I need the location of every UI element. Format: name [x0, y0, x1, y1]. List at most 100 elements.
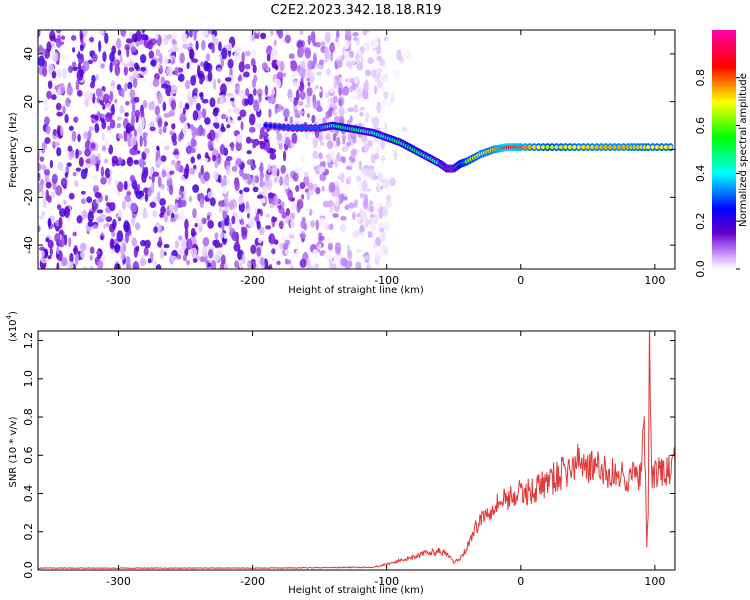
spectrogram-cell: [80, 251, 86, 259]
spectrogram-cell: [233, 107, 241, 115]
spectrogram-cell: [246, 212, 251, 219]
spectrogram-cell: [282, 150, 287, 162]
spectrogram-cell: [231, 231, 239, 242]
spectrogram-cell: [292, 172, 299, 182]
spectrogram-cell: [352, 211, 356, 221]
spectrogram-cell: [396, 49, 402, 61]
spectrogram-cell: [285, 136, 291, 146]
spectrogram-cell: [57, 161, 64, 171]
signal-cell: [668, 145, 673, 150]
spectrogram-cell: [169, 170, 175, 175]
spectrogram-cell: [74, 180, 79, 187]
spectrogram-cell: [319, 217, 326, 228]
spectrogram-cell: [298, 110, 304, 115]
spectrogram-cell: [134, 222, 141, 231]
spectrogram-cell: [182, 43, 190, 50]
spectrogram-cell: [318, 243, 322, 250]
spectrogram-cell: [331, 263, 337, 269]
spectrogram-cell: [117, 216, 122, 222]
spectrogram-cell: [152, 78, 160, 88]
spectrogram-cell: [199, 256, 205, 263]
x-tick-label: -200: [240, 274, 265, 287]
spectrogram-cell: [267, 178, 272, 191]
spectrogram-cell: [258, 226, 265, 236]
spectrogram-cell: [271, 216, 278, 223]
spectrogram-cell: [380, 255, 387, 266]
spectrogram-cell: [87, 220, 93, 227]
spectrogram-cell: [154, 32, 159, 41]
spectrogram-cell: [179, 209, 185, 220]
spectrogram-cell: [338, 106, 345, 118]
spectrogram-cell: [45, 181, 52, 189]
spectrogram-cell: [359, 192, 365, 199]
spectrogram-cell: [55, 37, 62, 49]
spectrogram-cell: [92, 224, 99, 230]
spectrogram-cell: [139, 54, 147, 64]
spectrogram-cell: [256, 194, 264, 199]
spectrogram-cell: [336, 42, 341, 49]
spectrogram-cell: [294, 108, 299, 119]
spectrogram-cell: [59, 208, 66, 218]
spectrogram-cell: [214, 232, 219, 240]
spectrogram-cell: [290, 265, 294, 269]
spectrogram-cell: [111, 231, 116, 238]
spectrogram-cell: [350, 157, 354, 163]
spectrogram-cell: [309, 74, 315, 84]
spectrogram-cell: [149, 201, 156, 208]
x-tick-label: -300: [106, 274, 131, 287]
spectrogram-cell: [321, 185, 325, 192]
spectrogram-cell: [100, 63, 105, 69]
spectrogram-cell: [179, 131, 184, 140]
spectrogram-cell: [39, 156, 45, 162]
spectrogram-cell: [130, 115, 135, 127]
spectrogram-cell: [125, 264, 132, 269]
spectrogram-cell: [299, 30, 304, 35]
spectrogram-cell: [102, 51, 107, 62]
spectrogram-cell: [200, 61, 204, 68]
spectrogram-cell: [365, 263, 372, 269]
spectrogram-cell: [218, 41, 222, 52]
spectrogram-cell: [266, 54, 271, 62]
spectrogram-cell: [179, 112, 186, 124]
spectrogram-cell: [387, 100, 391, 108]
spectrogram-cell: [168, 184, 174, 196]
spectrogram-cell: [300, 60, 307, 70]
spectrogram-cell: [87, 210, 94, 223]
snr-y-multiplier: (x104): [5, 311, 19, 342]
spectrogram-cell: [82, 60, 90, 72]
spectrogram-cell: [190, 247, 198, 257]
spectrogram-cell: [377, 166, 382, 173]
spectrogram-cell: [114, 98, 118, 104]
spectrogram-cell: [220, 126, 226, 133]
spectrogram-cell: [116, 116, 123, 121]
spectrogram-cell: [347, 107, 355, 113]
spectrogram-cell: [394, 69, 400, 79]
spectrogram-cell: [121, 200, 127, 210]
snr-y-ticks: 0.0 0.2 0.4 0.6 0.8 1.0 1.2: [22, 332, 675, 579]
spectrogram-cell: [76, 215, 83, 224]
spectrogram-cell: [95, 198, 100, 204]
spectrogram-cell: [49, 35, 56, 40]
spectrogram-cell: [376, 145, 380, 156]
spectrogram-cell: [187, 141, 192, 146]
spectrogram-cell: [404, 50, 411, 60]
spectrogram-cell: [164, 145, 170, 151]
spectrogram-cell: [130, 136, 137, 147]
spectrogram-cell: [188, 96, 194, 106]
spectrogram-cell: [118, 191, 126, 197]
spectrogram-cell: [258, 92, 262, 103]
spectrogram-cell: [190, 137, 196, 148]
spectrogram-cell: [56, 111, 64, 117]
spectrogram-x-label: Height of straight line (km): [288, 285, 424, 296]
spectrogram-cell: [299, 181, 306, 190]
spectrogram-cell: [380, 115, 384, 126]
spectrogram-cell: [214, 254, 219, 260]
spectrogram-cell: [303, 202, 307, 208]
spectrogram-cell: [332, 132, 337, 142]
signal-cell: [545, 145, 550, 150]
spectrogram-cell: [100, 235, 104, 241]
spectrogram-cell: [367, 140, 373, 147]
spectrogram-cell: [275, 103, 279, 109]
spectrogram-cell: [324, 46, 330, 59]
spectrogram-cell: [324, 31, 331, 44]
